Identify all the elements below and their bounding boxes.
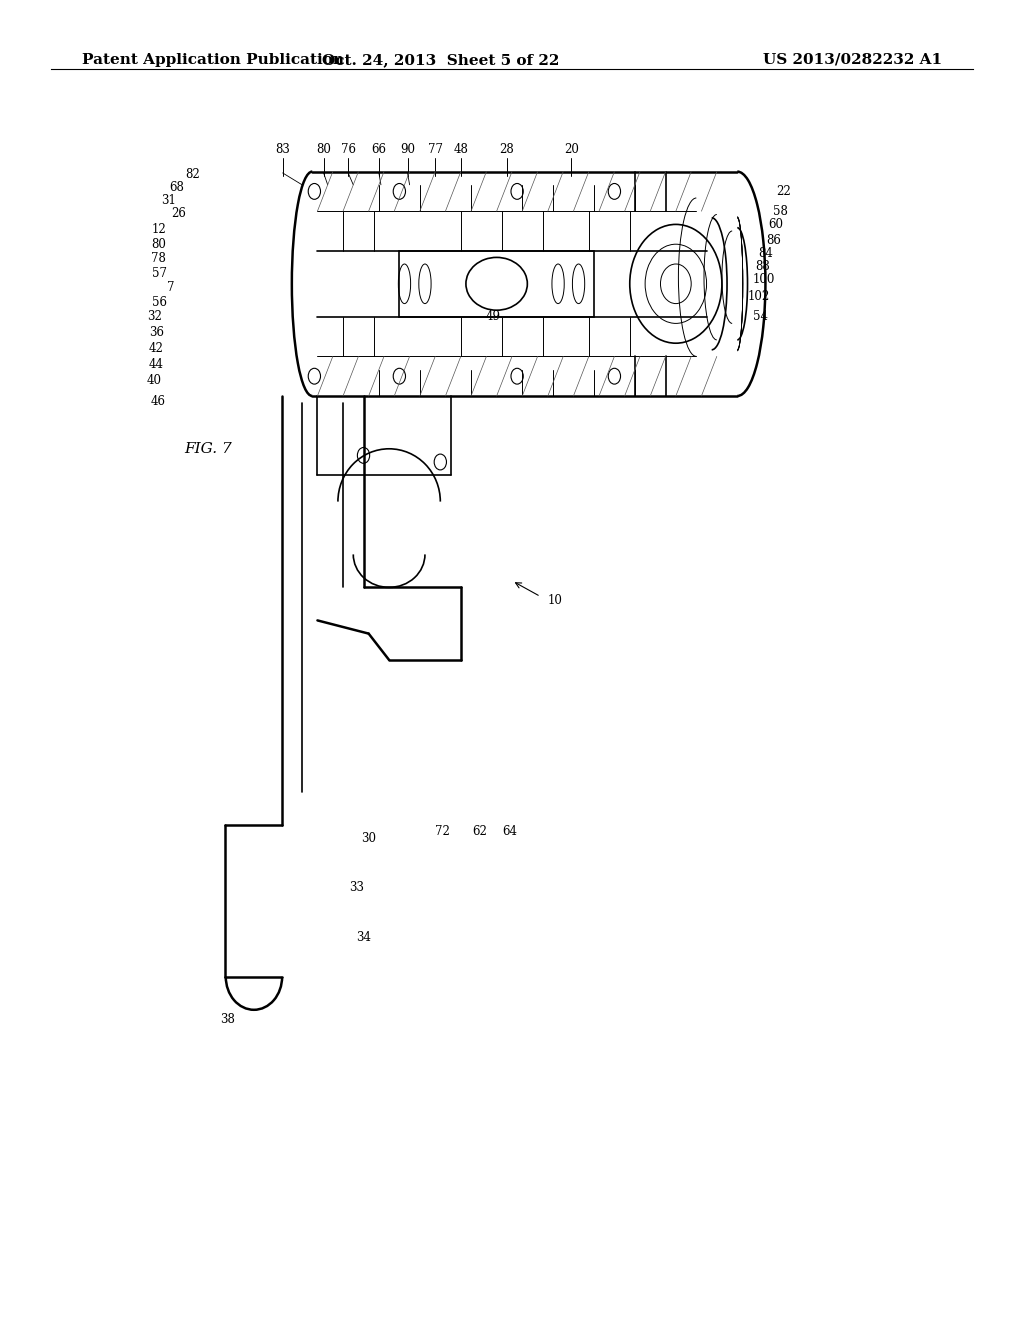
Text: 46: 46 [151, 395, 166, 408]
Text: 57: 57 [152, 267, 167, 280]
Text: 12: 12 [152, 223, 166, 236]
Text: 88: 88 [756, 260, 770, 273]
Text: 66: 66 [372, 143, 386, 156]
Text: 40: 40 [146, 374, 162, 387]
Text: 84: 84 [758, 247, 773, 260]
Text: 86: 86 [766, 234, 781, 247]
Text: 49: 49 [486, 310, 501, 323]
Text: 83: 83 [275, 143, 290, 156]
Text: 34: 34 [356, 931, 371, 944]
Text: 102: 102 [748, 290, 770, 304]
Text: 82: 82 [185, 168, 200, 181]
Text: 100: 100 [753, 273, 775, 286]
Text: 36: 36 [148, 326, 164, 339]
Text: 31: 31 [161, 194, 176, 207]
Text: 80: 80 [151, 238, 166, 251]
Text: 42: 42 [148, 342, 164, 355]
Text: 7: 7 [167, 281, 174, 294]
Text: 54: 54 [753, 310, 768, 323]
Text: 60: 60 [768, 218, 783, 231]
Text: 28: 28 [500, 143, 514, 156]
Text: Oct. 24, 2013  Sheet 5 of 22: Oct. 24, 2013 Sheet 5 of 22 [322, 53, 559, 67]
Text: 62: 62 [472, 825, 486, 838]
Text: 56: 56 [152, 296, 167, 309]
Text: 76: 76 [341, 143, 355, 156]
Text: 78: 78 [151, 252, 166, 265]
Text: Patent Application Publication: Patent Application Publication [82, 53, 344, 67]
Text: 68: 68 [169, 181, 184, 194]
Text: 90: 90 [400, 143, 415, 156]
Text: 44: 44 [148, 358, 164, 371]
Text: 26: 26 [171, 207, 186, 220]
Text: 33: 33 [349, 880, 364, 894]
Text: 38: 38 [220, 1012, 234, 1026]
Text: FIG. 7: FIG. 7 [184, 442, 232, 457]
Text: 20: 20 [564, 143, 579, 156]
Text: 58: 58 [773, 205, 788, 218]
Text: 32: 32 [146, 310, 162, 323]
Text: 30: 30 [361, 832, 376, 845]
Text: 64: 64 [503, 825, 517, 838]
Text: 48: 48 [454, 143, 468, 156]
Text: 10: 10 [548, 594, 563, 607]
Text: US 2013/0282232 A1: US 2013/0282232 A1 [763, 53, 942, 67]
Text: 80: 80 [316, 143, 331, 156]
Text: 22: 22 [776, 185, 791, 198]
Text: 72: 72 [435, 825, 450, 838]
Text: 77: 77 [428, 143, 442, 156]
